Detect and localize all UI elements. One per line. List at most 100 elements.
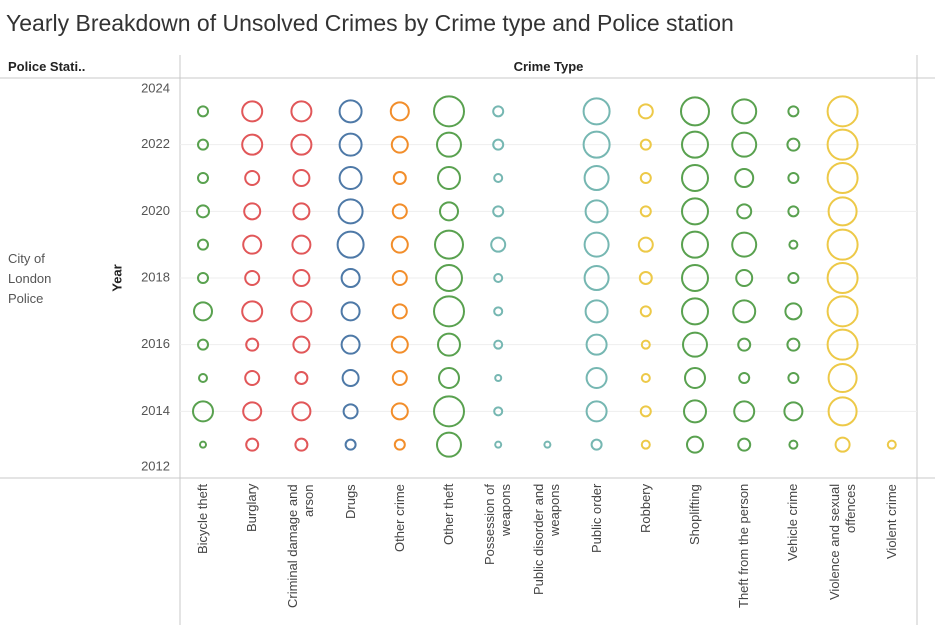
x-tick-label: Other theft (441, 484, 456, 546)
y-tick-label: 2018 (141, 269, 170, 284)
bubble (391, 203, 408, 220)
bubble (637, 103, 654, 120)
x-tick-label: Theft from the person (736, 484, 752, 609)
bubble (196, 204, 210, 219)
bubble (197, 138, 209, 151)
x-tick-label: Vehicle crime (785, 484, 801, 562)
bubble (640, 439, 651, 450)
y-tick-label: 2012 (141, 458, 170, 473)
x-tick-label: Burglary (244, 484, 260, 533)
bubble (582, 97, 611, 126)
bubble (197, 105, 209, 118)
bubble (826, 328, 859, 361)
bubble (826, 128, 859, 161)
bubble (681, 164, 709, 192)
bubble (493, 339, 504, 350)
bubble (338, 99, 363, 124)
bubble (686, 435, 704, 454)
bubble (340, 334, 361, 355)
bubble (342, 403, 359, 420)
bubble (731, 131, 758, 158)
bubble (582, 130, 611, 159)
bubble (493, 306, 504, 317)
bubble (392, 171, 407, 185)
bubble (827, 396, 858, 427)
y-tick-label: 2016 (141, 336, 170, 351)
bubble (393, 438, 406, 451)
bubble (436, 131, 462, 158)
bubble (590, 438, 603, 451)
bubble (390, 402, 409, 421)
bubble (788, 439, 799, 450)
bubble (241, 133, 264, 156)
bubble (433, 295, 465, 328)
bubble (681, 297, 709, 326)
bubble (494, 374, 503, 382)
bubble (437, 166, 461, 190)
bubble (787, 205, 800, 218)
bubble (826, 95, 859, 128)
bubble (784, 302, 803, 321)
bubble (787, 105, 800, 118)
bubble (344, 438, 357, 451)
bubble (294, 371, 309, 385)
bubble (734, 168, 755, 188)
bubble (684, 367, 706, 389)
x-tick-label: Bicycle theft (195, 484, 210, 555)
bubble (731, 231, 758, 258)
bubble (787, 272, 800, 284)
y-tick-label: 2014 (141, 403, 170, 418)
bubble (391, 370, 408, 386)
bubble (583, 265, 610, 291)
y-axis-label: Year (109, 264, 124, 291)
row-header: Police Stati.. (8, 59, 86, 74)
row-label: City of London Police (8, 251, 52, 306)
bubble (290, 300, 313, 323)
bubble (435, 264, 463, 292)
x-tick-label: Public order (588, 484, 604, 554)
bubble (197, 172, 209, 184)
bubble (244, 170, 261, 186)
bubble (490, 236, 507, 253)
bubble (337, 198, 364, 225)
bubble (736, 203, 753, 220)
bubble (735, 269, 754, 287)
bubble (584, 299, 609, 324)
x-tick-label: Public disorder and weapons (531, 484, 563, 596)
bubble (433, 395, 465, 428)
bubble (637, 236, 654, 253)
bubble (681, 230, 709, 259)
bubble (391, 303, 408, 320)
bubble (640, 373, 651, 383)
bubble (683, 399, 707, 424)
bubble (493, 406, 504, 417)
bubble (291, 234, 312, 255)
y-tick-label: 2022 (141, 136, 170, 151)
x-tick-label: Criminal damage and arson (285, 484, 317, 608)
bubble (336, 230, 365, 259)
bubble (291, 401, 312, 422)
bubble (197, 338, 209, 351)
bubble (681, 264, 709, 292)
bubble (341, 369, 360, 387)
bubble (433, 95, 465, 128)
x-tick-label: Robbery (637, 484, 653, 534)
bubble (584, 199, 609, 224)
bubble (197, 238, 209, 251)
bubble (787, 372, 800, 384)
bubble (494, 440, 503, 449)
bubble (439, 201, 459, 222)
x-tick-label: Shoplifting (687, 484, 702, 545)
bubble (245, 437, 260, 452)
bubble (786, 337, 801, 352)
column-header: Crime Type (513, 59, 584, 74)
bubble (886, 439, 897, 450)
bubble (737, 437, 752, 452)
x-tick-label: Possession of weapons (482, 484, 514, 565)
bubble (583, 231, 610, 258)
bubble (585, 400, 608, 423)
bubble (493, 173, 504, 183)
bubble (292, 169, 311, 187)
bubble (244, 370, 261, 386)
